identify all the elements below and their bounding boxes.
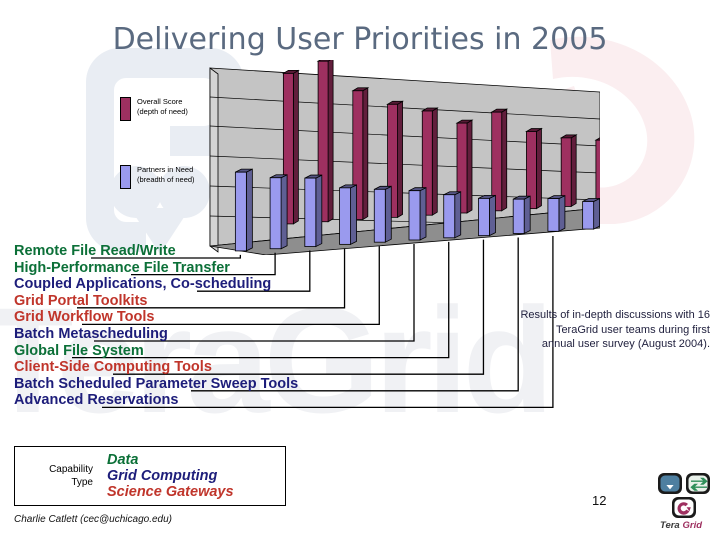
legend-item-overall-score: Overall Score (depth of need) (120, 97, 240, 121)
capability-label-9: Advanced Reservations (14, 392, 179, 409)
key-type-grid-computing: Grid Computing (107, 468, 218, 484)
bar-overall-0 (281, 69, 300, 225)
capability-label-4: Grid Workflow Tools (14, 309, 155, 326)
chart-legend: Overall Score (depth of need) Partners i… (120, 97, 240, 233)
bar-partners-3 (339, 184, 357, 246)
legend-label-partners-in-need-line1: Partners in Need (137, 165, 194, 174)
legend-label-overall-score-line1: Overall Score (137, 97, 183, 106)
bar-partners-6 (443, 191, 462, 239)
capability-label-0: Remote File Read/Write (14, 243, 176, 259)
bar-overall-7 (525, 127, 543, 210)
capability-label-1: High-Performance File Transfer (14, 259, 230, 276)
page-title: Delivering User Priorities in 2005 (112, 22, 608, 57)
bar-partners-5 (408, 187, 427, 241)
bar-overall-1 (316, 60, 334, 223)
capability-type-axis-label: Capability Type (15, 463, 101, 489)
capability-label-2: Coupled Applications, Co-scheduling (14, 276, 272, 293)
capability-label-7: Client-Side Computing Tools (14, 359, 212, 376)
bar-overall-5 (455, 119, 474, 214)
capability-type-key-box: Capability Type Data Grid Computing Scie… (14, 446, 286, 506)
capability-label-list: Remote File Read/Write High-Performance … (14, 243, 344, 409)
bar-partners-1 (269, 174, 288, 250)
author-footer: Charlie Catlett (cec@uchicago.edu) (14, 514, 173, 525)
logo-grid-icon (672, 497, 696, 518)
logo-download-icon (658, 473, 682, 494)
legend-swatch-partners-in-need (120, 165, 131, 189)
key-type-science-gateways: Science Gateways (107, 484, 234, 500)
bar-partners-0 (234, 168, 253, 252)
results-note: Results of in-depth discussions with 16 … (520, 309, 710, 350)
legend-swatch-overall-score (120, 97, 131, 121)
bar-overall-9 (594, 137, 600, 205)
logo-text-tera: Tera (660, 520, 680, 531)
bar-chart (208, 60, 600, 255)
logo-exchange-icon (686, 473, 710, 494)
legend-label-overall-score-line2: (depth of need) (137, 107, 188, 116)
bar-partners-7 (478, 194, 496, 237)
bar-partners-9 (547, 194, 566, 232)
page-number: 12 (592, 493, 607, 508)
bar-overall-6 (490, 108, 509, 212)
capability-label-8: Batch Scheduled Parameter Sweep Tools (14, 375, 299, 392)
bar-partners-4 (373, 185, 392, 243)
capability-type-axis-label-line2: Type (71, 477, 93, 488)
capability-label-5: Batch Metascheduling (14, 325, 168, 342)
capability-label-6: Global File System (14, 342, 144, 359)
logo-text-grid: Grid (683, 520, 703, 531)
bar-overall-8 (559, 134, 578, 208)
capability-type-axis-label-line1: Capability (49, 464, 93, 475)
bar-overall-2 (351, 87, 370, 221)
teragrid-logo: Tera Grid (658, 473, 710, 531)
legend-label-partners-in-need-line2: (breadth of need) (137, 175, 195, 184)
bar-overall-3 (386, 100, 404, 219)
key-type-data: Data (107, 452, 139, 468)
bar-partners-10 (582, 197, 600, 230)
capability-label-3: Grid Portal Toolkits (14, 292, 148, 309)
bar-overall-4 (420, 107, 439, 216)
bar-partners-8 (512, 195, 531, 235)
bar-partners-2 (304, 174, 323, 248)
chart-bars (234, 60, 600, 252)
legend-item-partners-in-need: Partners in Need (breadth of need) (120, 165, 240, 189)
